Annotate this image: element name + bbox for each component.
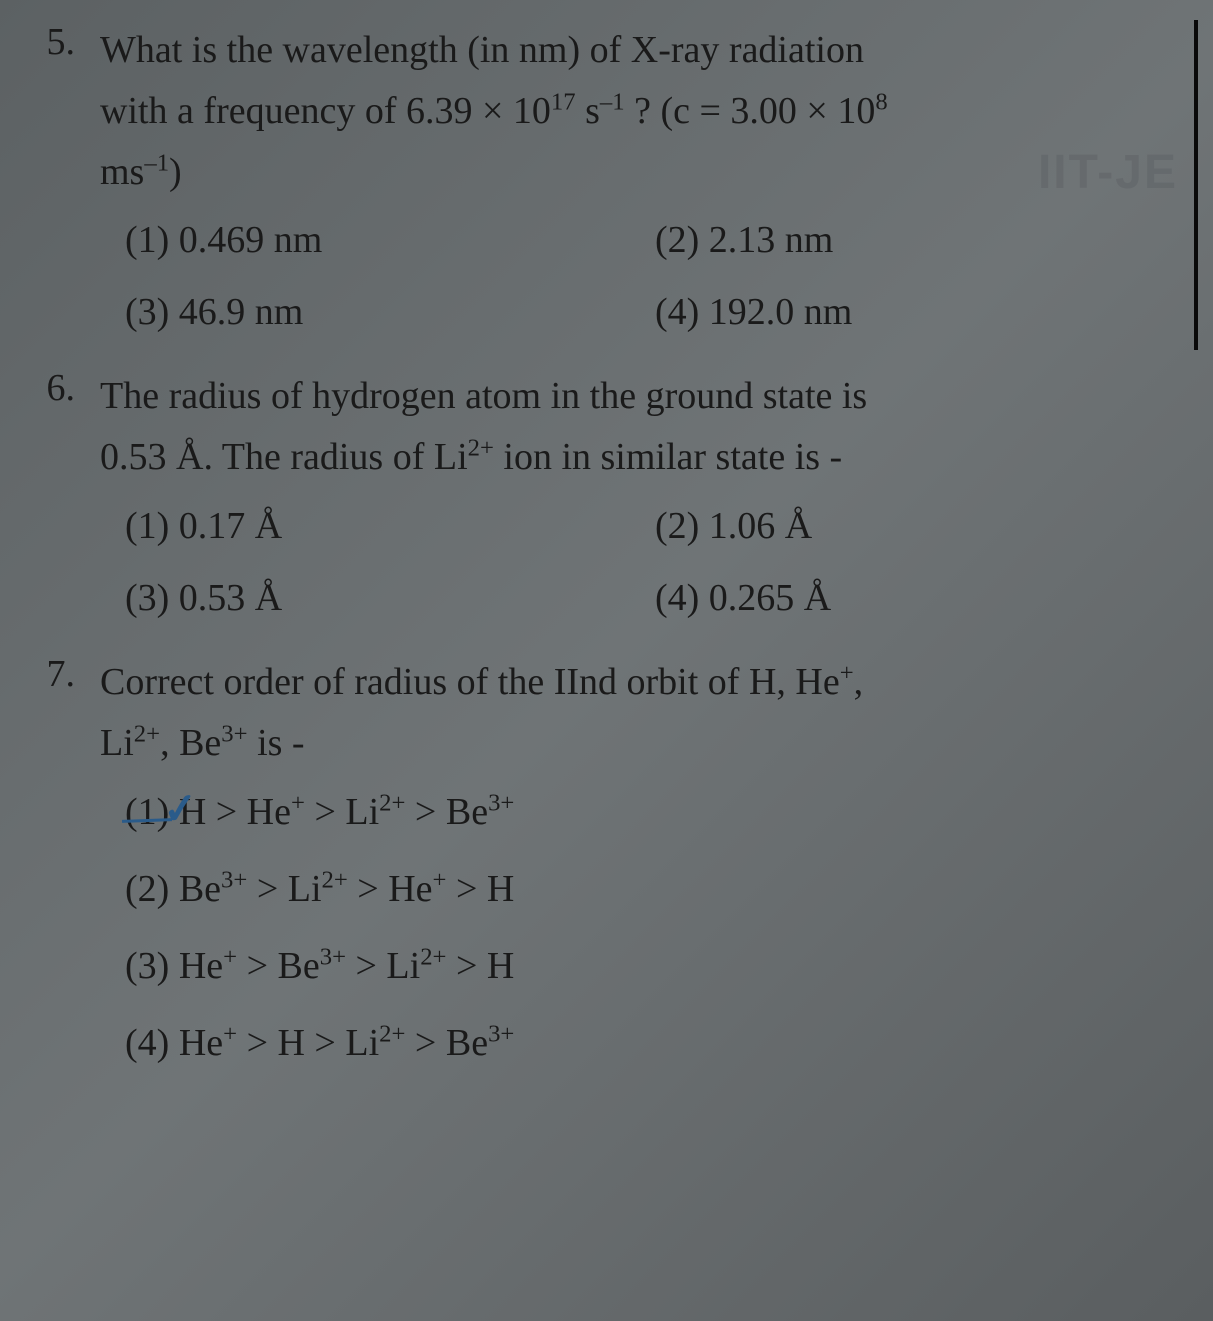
option-2: (2) 1.06 Å <box>655 498 812 555</box>
option-1: (1) 0.17 Å <box>125 498 655 555</box>
option-number: (4) <box>125 1022 169 1064</box>
superscript: 3+ <box>488 1020 514 1047</box>
superscript: 3+ <box>320 943 346 970</box>
option-3: (3) 0.53 Å <box>125 570 655 627</box>
text-fragment: > Be <box>405 1022 488 1064</box>
superscript: –1 <box>600 88 625 115</box>
question-text: Correct order of radius of the IInd orbi… <box>100 652 1183 774</box>
text-fragment: > Li <box>346 945 420 987</box>
superscript: 2+ <box>379 1020 405 1047</box>
text-fragment: > Be <box>405 791 488 833</box>
text-fragment: ) <box>169 151 182 193</box>
option-3: (3) 46.9 nm <box>125 284 655 341</box>
superscript: 2+ <box>379 789 405 816</box>
page-border <box>1194 20 1198 350</box>
text-line: The radius of hydrogen atom in the groun… <box>100 375 867 417</box>
text-fragment: , Be <box>160 722 221 764</box>
superscript: 2+ <box>468 435 494 462</box>
option-2: (2) 2.13 nm <box>655 212 833 269</box>
option-number: (1) <box>125 791 169 833</box>
content-area: 5. What is the wavelength (in nm) of X-r… <box>30 20 1183 1072</box>
superscript: + <box>291 789 305 816</box>
option-4: (4) He+ > H > Li2+ > Be3+ <box>125 1015 1183 1072</box>
superscript: 3+ <box>221 866 247 893</box>
option-1: (1) 0.469 nm <box>125 212 655 269</box>
superscript: 2+ <box>134 720 160 747</box>
text-fragment: s <box>576 90 600 132</box>
text-fragment: > Be <box>237 945 320 987</box>
question-7: 7. Correct order of radius of the IInd o… <box>30 652 1183 1072</box>
question-6: 6. The radius of hydrogen atom in the gr… <box>30 366 1183 627</box>
options-grid: (1) 0.17 Å (2) 1.06 Å (3) 0.53 Å (4) 0.2… <box>125 498 1183 627</box>
option-number: (3) <box>125 945 169 987</box>
superscript: + <box>433 866 447 893</box>
text-fragment: He <box>179 1022 223 1064</box>
question-number: 5. <box>30 20 100 64</box>
text-fragment: > He <box>348 868 433 910</box>
options-list: ✓ (1) H > He+ > Li2+ > Be3+ (2) Be3+ > L… <box>125 784 1183 1072</box>
text-fragment: ms <box>100 151 144 193</box>
question-text: The radius of hydrogen atom in the groun… <box>100 366 1183 488</box>
text-fragment: is - <box>248 722 305 764</box>
options-grid: (1) 0.469 nm (2) 2.13 nm (3) 46.9 nm (4)… <box>125 212 1183 341</box>
superscript: 3+ <box>488 789 514 816</box>
question-text: What is the wavelength (in nm) of X-ray … <box>100 20 1183 202</box>
option-3: (3) He+ > Be3+ > Li2+ > H <box>125 938 1183 995</box>
option-2: (2) Be3+ > Li2+ > He+ > H <box>125 861 1183 918</box>
option-4: (4) 0.265 Å <box>655 570 831 627</box>
superscript: + <box>223 1020 237 1047</box>
text-line: What is the wavelength (in nm) of X-ray … <box>100 29 864 71</box>
text-fragment: > H <box>446 868 514 910</box>
superscript: 8 <box>875 88 887 115</box>
question-5: 5. What is the wavelength (in nm) of X-r… <box>30 20 1183 341</box>
option-1: ✓ (1) H > He+ > Li2+ > Be3+ <box>125 784 1183 841</box>
text-fragment: ion in similar state is - <box>494 436 842 478</box>
superscript: 2+ <box>420 943 446 970</box>
text-fragment: ? (c = 3.00 × 10 <box>625 90 876 132</box>
text-fragment: > Li <box>247 868 321 910</box>
option-4: (4) 192.0 nm <box>655 284 852 341</box>
text-fragment: > Li <box>305 791 379 833</box>
question-number: 7. <box>30 652 100 696</box>
superscript: + <box>840 659 854 686</box>
text-fragment: > H <box>446 945 514 987</box>
text-fragment: , <box>854 661 864 703</box>
superscript: 3+ <box>221 720 247 747</box>
text-fragment: > H > Li <box>237 1022 379 1064</box>
question-number: 6. <box>30 366 100 410</box>
text-fragment: He <box>179 945 223 987</box>
text-fragment: Correct order of radius of the IInd orbi… <box>100 661 840 703</box>
superscript: 2+ <box>322 866 348 893</box>
option-number: (2) <box>125 868 169 910</box>
text-fragment: Li <box>100 722 134 764</box>
text-fragment: with a frequency of 6.39 × 10 <box>100 90 551 132</box>
text-fragment: 0.53 Å. The radius of Li <box>100 436 468 478</box>
superscript: 17 <box>551 88 576 115</box>
superscript: –1 <box>144 149 169 176</box>
text-fragment: Be <box>179 868 221 910</box>
superscript: + <box>223 943 237 970</box>
